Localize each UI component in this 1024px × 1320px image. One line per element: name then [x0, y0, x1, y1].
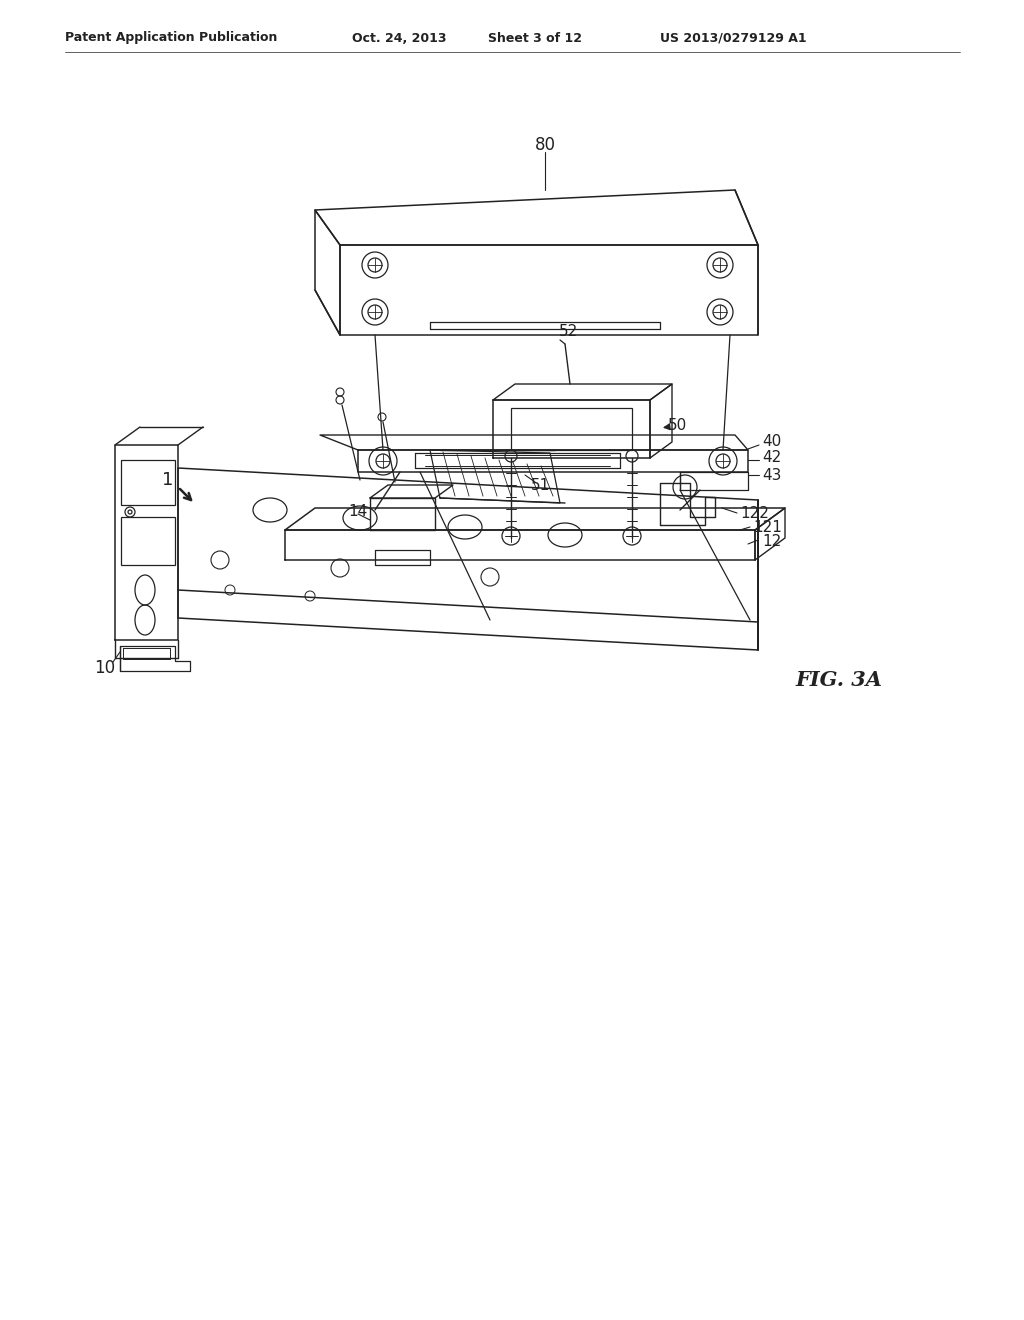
Text: 14: 14 [348, 504, 368, 520]
Text: 12: 12 [762, 535, 781, 549]
Text: 122: 122 [740, 507, 769, 521]
Text: 10: 10 [94, 659, 116, 677]
Text: 51: 51 [530, 478, 550, 492]
Bar [121, 459, 175, 506]
Text: US 2013/0279129 A1: US 2013/0279129 A1 [660, 32, 807, 45]
Text: Patent Application Publication: Patent Application Publication [65, 32, 278, 45]
Text: Sheet 3 of 12: Sheet 3 of 12 [488, 32, 582, 45]
Text: 1: 1 [163, 471, 174, 488]
Text: FIG. 3A: FIG. 3A [795, 671, 882, 690]
Text: 52: 52 [558, 325, 578, 339]
Text: 43: 43 [762, 467, 781, 483]
Text: 50: 50 [668, 417, 687, 433]
Bar [121, 517, 175, 565]
Text: 80: 80 [535, 136, 555, 154]
Text: 40: 40 [762, 434, 781, 450]
Text: Oct. 24, 2013: Oct. 24, 2013 [352, 32, 446, 45]
Text: 42: 42 [762, 450, 781, 466]
Text: 121: 121 [753, 520, 782, 536]
Bar [511, 408, 632, 450]
